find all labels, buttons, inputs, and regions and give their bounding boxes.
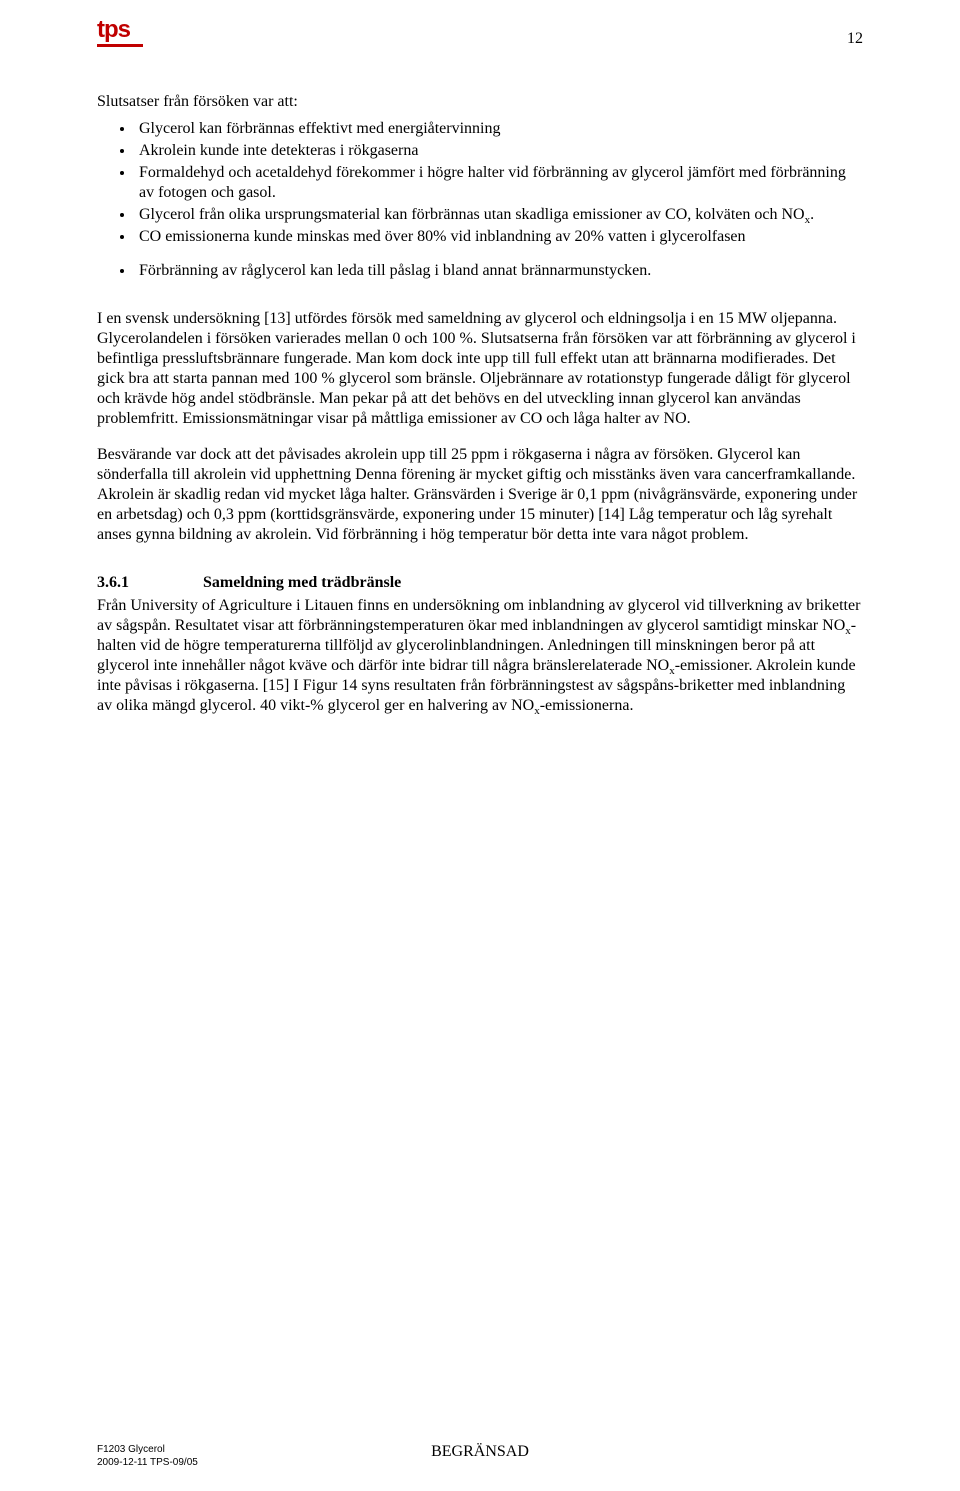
bullet-list: Glycerol kan förbrännas effektivt med en… <box>97 119 863 281</box>
page-number: 12 <box>847 30 863 48</box>
paragraph: Besvärande var dock att det påvisades ak… <box>97 445 863 545</box>
list-item: CO emissionerna kunde minskas med över 8… <box>135 227 863 247</box>
paragraph: Från University of Agriculture i Litauen… <box>97 596 863 716</box>
logo-text: tps <box>97 18 130 42</box>
section-heading: 3.6.1Sameldning med trädbränsle <box>97 573 863 593</box>
list-item: Akrolein kunde inte detekteras i rökgase… <box>135 141 863 161</box>
list-item: Glycerol från olika ursprungsmaterial ka… <box>135 205 863 225</box>
intro-line: Slutsatser från försöken var att: <box>97 92 863 112</box>
list-item: Formaldehyd och acetaldehyd förekommer i… <box>135 163 863 203</box>
logo-underline <box>97 44 143 47</box>
section-number: 3.6.1 <box>97 573 203 593</box>
tps-logo: tps <box>97 18 143 47</box>
section-title: Sameldning med trädbränsle <box>203 574 401 591</box>
paragraph: I en svensk undersökning [13] utfördes f… <box>97 309 863 429</box>
list-item: Förbränning av råglycerol kan leda till … <box>135 261 863 281</box>
document-page: tps 12 Slutsatser från försöken var att:… <box>0 0 960 1491</box>
footer-center: BEGRÄNSAD <box>0 1443 960 1461</box>
list-item: Glycerol kan förbrännas effektivt med en… <box>135 119 863 139</box>
page-content: Slutsatser från försöken var att: Glycer… <box>97 92 863 716</box>
